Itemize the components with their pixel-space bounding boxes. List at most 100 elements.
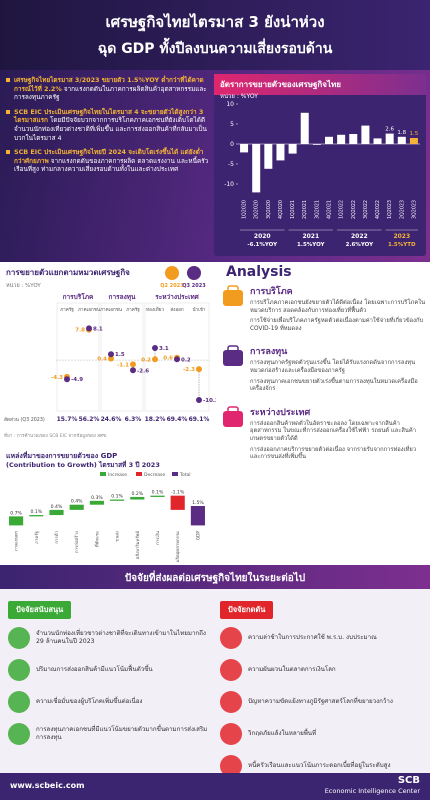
brand-name: SCB: [397, 775, 420, 786]
analysis-item-title: การลงทุน: [250, 347, 288, 358]
highlight-lead: SCB EIC ประเมินเศรษฐกิจไทยปี 2024 จะเติบ…: [14, 148, 204, 165]
value-label: 7.8: [75, 328, 85, 334]
analysis-text: การใช้จ่ายเพื่อบริโภคภาครัฐหดตัวต่อเนื่อ…: [250, 318, 424, 332]
icon-shape: [223, 350, 243, 367]
outlook-text: ความล่าช้าในการประกาศใช้ พ.ร.บ. งบประมาณ: [248, 634, 377, 641]
value-label: 0.4: [97, 357, 107, 363]
footer: www.scbeic.com SCB Economic Intelligence …: [0, 773, 430, 800]
value-label: 0.1%: [152, 490, 164, 496]
y-tick-label: -10: [224, 181, 234, 188]
bar: [49, 509, 64, 516]
outlook-text: ความผันผวนในตลาดการเงินโลก: [248, 666, 336, 673]
value-label: -10.2: [203, 398, 216, 404]
bar: [397, 136, 406, 144]
bar: [385, 133, 394, 144]
header: เศรษฐกิจไทยไตรมาส 3 ยังน่าห่วง ฉุด GDP ท…: [0, 0, 430, 70]
unit: หน่วย : %YOY: [220, 93, 258, 100]
value-label: -4.3: [51, 375, 63, 381]
bar: [150, 495, 165, 497]
icon-graphic: [223, 285, 243, 306]
support-column: ปัจจัยสนับสนุน จำนวนนักท่องเที่ยวชาวต่าง…: [8, 597, 213, 747]
outlook-item: การลงทุนภาคเอกชนที่มีแนวโน้มขยายตัวมากขึ…: [8, 721, 213, 747]
value-label: 0.2: [181, 357, 191, 363]
highlight: เศรษฐกิจไทยไตรมาส 3/2023 ขยายตัว 1.5%YOY…: [6, 76, 210, 102]
highlight-lead: เศรษฐกิจไทยไตรมาส 3/2023 ขยายตัว 1.5%YOY…: [14, 76, 204, 93]
analysis-item-title: การบริโภค: [250, 287, 293, 297]
bar: [110, 499, 125, 501]
dot: [152, 344, 158, 351]
icon-graphic: [223, 345, 243, 367]
outlook-text: ปัญหาความขัดแย้งทางภูมิรัฐศาสตร์โลกที่ขย…: [248, 698, 393, 705]
y-tick-label: 10: [226, 101, 234, 108]
value-label: 0.3%: [91, 495, 103, 501]
legend-marker: [187, 266, 201, 280]
icon: [220, 659, 242, 681]
x-tick-label: ภาครัฐ: [34, 530, 40, 543]
highlights: เศรษฐกิจไทยไตรมาส 3/2023 ขยายตัว 1.5%YOY…: [6, 76, 210, 180]
analysis-text: การบริโภคภาคเอกชนยังขยายตัวได้ดีต่อเนื่อ…: [250, 300, 426, 314]
chart-title: อัตราการขยายตัวของเศรษฐกิจไทย: [214, 74, 426, 95]
x-tick-label: 3Q2023: [411, 200, 417, 219]
outlook-item: ความล่าช้าในการประกาศใช้ พ.ร.บ. งบประมาณ: [220, 625, 425, 651]
value-label: -2.6: [137, 368, 149, 374]
bar: [170, 495, 185, 510]
x-tick-label: GDP: [195, 531, 201, 541]
highlight: SCB EIC ประเมินเศรษฐกิจไทยในไตรมาส 4 จะข…: [6, 108, 210, 142]
icon: [220, 691, 242, 713]
title: เศรษฐกิจไทยไตรมาส 3 ยังน่าห่วง: [105, 13, 325, 31]
dot: [174, 356, 180, 363]
legend-swatch: [100, 472, 106, 476]
analysis-title: Analysis: [226, 264, 292, 280]
outlook-text: หนี้ครัวเรือนและแนวโน้มภาระดอกเบี้ยที่อย…: [248, 762, 391, 769]
value-label: 8.1: [93, 326, 103, 332]
x-tick-label: การค้า: [54, 531, 60, 544]
icon: [8, 723, 30, 745]
group-frame: [144, 302, 210, 412]
analysis-text: การลงทุนภาครัฐหดตัวรุนแรงขึ้น โดยได้รับแ…: [250, 360, 416, 374]
year-label: 2021: [302, 233, 319, 240]
value-label: 0.1%: [111, 494, 123, 500]
outlook-item: ความผันผวนในตลาดการเงินโลก: [220, 657, 425, 683]
bar: [300, 112, 309, 144]
outlook-text: ปริมาณการส่งออกสินค้ามีแนวโน้มฟื้นตัวขึ้…: [36, 666, 153, 673]
category-label: ภาคเอกชน: [100, 307, 123, 313]
bar: [29, 515, 44, 517]
dot: [64, 376, 70, 383]
category-label: ภาครัฐ: [60, 306, 74, 313]
contribution-chart: แหล่งที่มาของการขยายตัวของ GDP(Contribut…: [6, 450, 205, 562]
source: ที่มา : การคำนวณของ SCB EIC จากข้อมูลของ…: [4, 432, 107, 439]
x-tick-label: ขนส่ง: [115, 531, 121, 542]
icon-graphic: [223, 406, 243, 427]
outlook-title: ปัจจัยที่ส่งผลต่อเศรษฐกิจไทยในระยะต่อไป: [0, 565, 430, 589]
highlight: SCB EIC ประเมินเศรษฐกิจไทยปี 2024 จะเติบ…: [6, 148, 210, 174]
outlook-text: วิกฤตภัยแล้งในหลายพื้นที่: [248, 730, 317, 737]
bar: [373, 138, 382, 144]
summary-section: เศรษฐกิจไทยไตรมาส 3/2023 ขยายตัว 1.5%YOY…: [0, 70, 430, 262]
analysis-item: การบริโภคการบริโภคภาคเอกชนยังขยายตัวได้ด…: [220, 284, 426, 336]
gdp-chart-card: อัตราการขยายตัวของเศรษฐกิจไทย หน่วย : %Y…: [214, 74, 426, 256]
value-label: -4.9: [71, 377, 83, 383]
value-label: 3.1: [159, 346, 169, 352]
y-tick-label: 0: [230, 141, 234, 148]
legend-swatch: [172, 472, 178, 476]
value-label: 0.1%: [30, 509, 42, 515]
share-title: สัดส่วน (Q3 2023): [4, 417, 45, 423]
pressure-column: ปัจจัยกดดัน ความล่าช้าในการประกาศใช้ พ.ร…: [220, 597, 425, 779]
share-value: 15.7%: [57, 416, 78, 423]
x-tick-label: 4Q2022: [375, 200, 381, 219]
value-label: 0.2: [141, 357, 151, 363]
category-label: ท่องเที่ยว: [146, 306, 164, 313]
share-value: 24.6%: [101, 416, 122, 423]
outlook-item: จำนวนนักท่องเที่ยวชาวต่างชาติที่จะเดินทา…: [8, 625, 213, 651]
bar: [337, 134, 346, 144]
sector-chart: การขยายตัวแยกตามหมวดเศรษฐกิจหน่วย : %YOY…: [4, 266, 216, 439]
bar: [324, 136, 334, 144]
category-label: ภาครัฐ: [126, 306, 140, 313]
icon-shape: [227, 406, 239, 414]
year-label: 2022: [351, 233, 368, 240]
x-tick-label: ภาคเกษตร: [14, 530, 20, 551]
url: www.scbeic.com: [10, 781, 85, 790]
analysis-body: ระหว่างประเทศ การส่งออกสินค้าหดตัวในอัตรา…: [250, 405, 426, 465]
dot: [196, 396, 202, 403]
